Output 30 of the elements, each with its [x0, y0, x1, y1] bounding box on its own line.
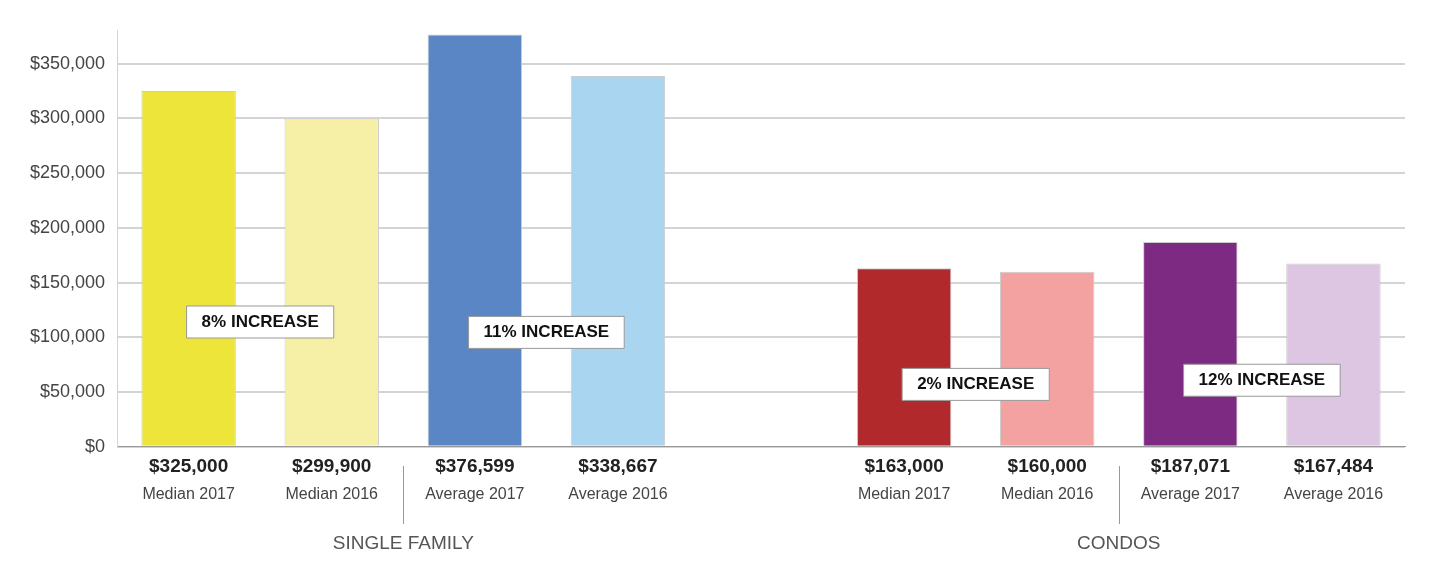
- annotation: 11% INCREASE: [483, 322, 610, 342]
- data-label: $167,484: [1293, 454, 1374, 476]
- data-label: $338,667: [578, 454, 658, 476]
- annotation: 2% INCREASE: [917, 374, 1035, 394]
- data-label: $325,000: [149, 454, 229, 476]
- y-tick-label: $200,000: [30, 216, 106, 237]
- text: CONDOS: [1077, 532, 1161, 554]
- annotation: 12% INCREASE: [1198, 369, 1326, 389]
- data-label: $187,071: [1150, 454, 1231, 476]
- x-tick-label: Median 2017: [857, 484, 951, 502]
- x-tick-label: Median 2016: [285, 484, 379, 502]
- data-label: $160,000: [1007, 454, 1087, 476]
- y-tick-label: $50,000: [40, 381, 106, 402]
- y-tick-label: $150,000: [30, 271, 106, 292]
- x-tick-label: Median 2017: [142, 484, 235, 502]
- y-tick-label: $350,000: [30, 52, 106, 73]
- y-tick-label: $100,000: [30, 326, 106, 347]
- data-label: $163,000: [864, 454, 944, 476]
- x-tick-label: Average 2016: [568, 484, 668, 502]
- y-tick-label: $250,000: [30, 162, 106, 183]
- x-tick-label: Average 2017: [425, 484, 525, 502]
- x-tick-label: Average 2017: [1140, 484, 1241, 502]
- data-label: $299,900: [292, 454, 372, 476]
- y-tick-label: $0: [85, 435, 106, 456]
- annotation: 8% INCREASE: [201, 311, 319, 331]
- x-tick-label: Median 2016: [1000, 484, 1094, 502]
- data-label: $376,599: [435, 454, 515, 476]
- y-tick-label: $300,000: [30, 107, 106, 128]
- text: SINGLE FAMILY: [332, 532, 475, 554]
- x-tick-label: Average 2016: [1283, 484, 1384, 502]
